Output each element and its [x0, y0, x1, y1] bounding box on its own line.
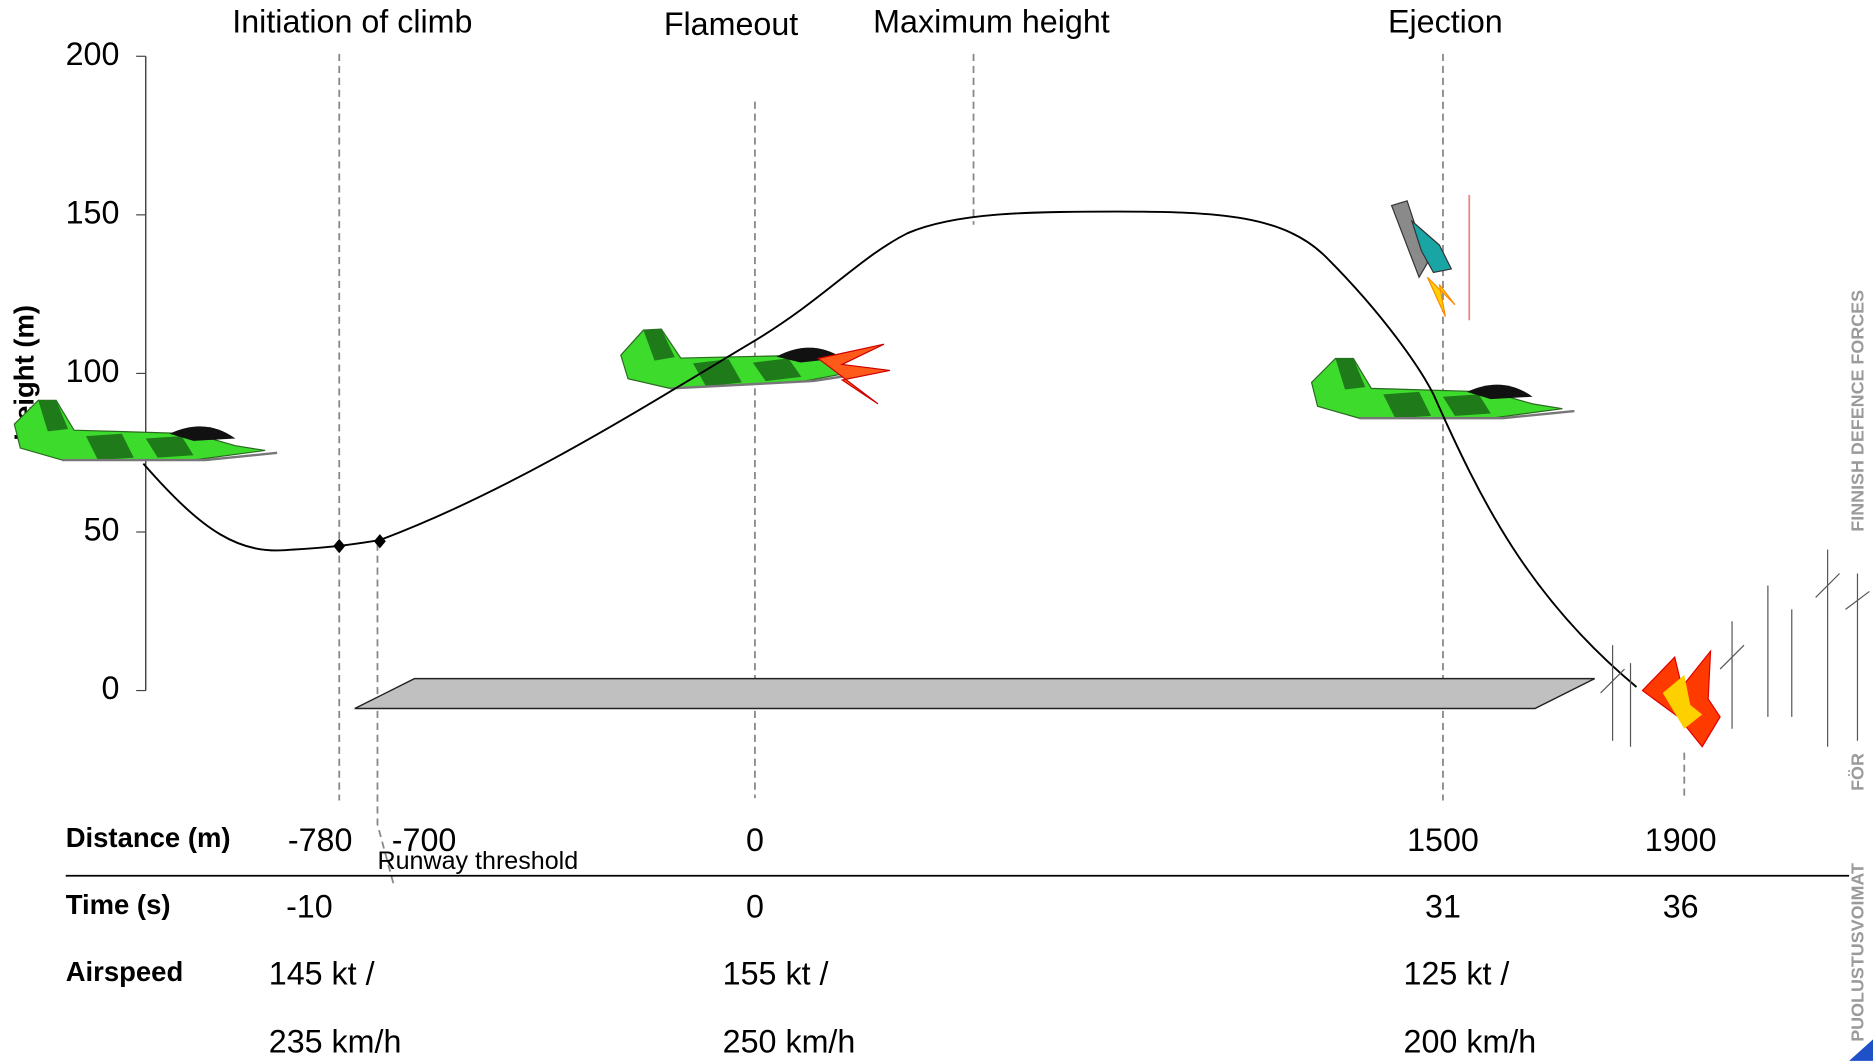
y-tick-label: 200 — [66, 36, 120, 72]
watermark-text: FÖR — [1847, 753, 1867, 791]
watermark-text: FINNISH DEFENCE FORCES — [1847, 290, 1867, 532]
watermark-text: PUOLUSTUSVOIMAT — [1847, 863, 1867, 1042]
event-label: Ejection — [1388, 4, 1503, 40]
cell: -10 — [286, 889, 333, 925]
cell: 250 km/h — [723, 1024, 856, 1060]
ejection-seat — [1392, 195, 1470, 320]
event-label: Maximum height — [873, 4, 1110, 40]
event-label: Flameout — [664, 6, 798, 42]
cell: 0 — [746, 889, 764, 925]
flight-path — [143, 212, 1636, 687]
cell: 1900 — [1645, 822, 1717, 858]
cell: 155 kt / — [723, 956, 829, 992]
cell: -780 — [288, 822, 353, 858]
corner-mark — [1849, 1039, 1873, 1061]
runway — [355, 679, 1595, 709]
row-label: Airspeed — [66, 956, 184, 987]
cell: 0 — [746, 822, 764, 858]
cell: 200 km/h — [1404, 1024, 1537, 1060]
page: 050100150200 Height (m) Initiation of cl… — [0, 0, 1873, 1061]
y-tick-label: 50 — [84, 512, 120, 548]
runway-label: Runway threshold — [377, 847, 578, 875]
y-ticks: 0 50 100 150 200 — [66, 36, 146, 706]
row-label: Time (s) — [66, 889, 171, 920]
cell: 1500 — [1407, 822, 1479, 858]
cell: 125 kt / — [1404, 956, 1510, 992]
row-label: Distance (m) — [66, 822, 231, 853]
cell: 36 — [1663, 889, 1699, 925]
y-tick-label: 150 — [66, 194, 120, 230]
y-tick-label: 0 — [102, 670, 120, 706]
cell: 31 — [1425, 889, 1461, 925]
event-label: Initiation of climb — [232, 4, 472, 40]
cell: 235 km/h — [269, 1024, 402, 1060]
y-tick-label: 100 — [66, 353, 120, 389]
cell: 145 kt / — [269, 956, 375, 992]
trees — [1601, 550, 1870, 747]
